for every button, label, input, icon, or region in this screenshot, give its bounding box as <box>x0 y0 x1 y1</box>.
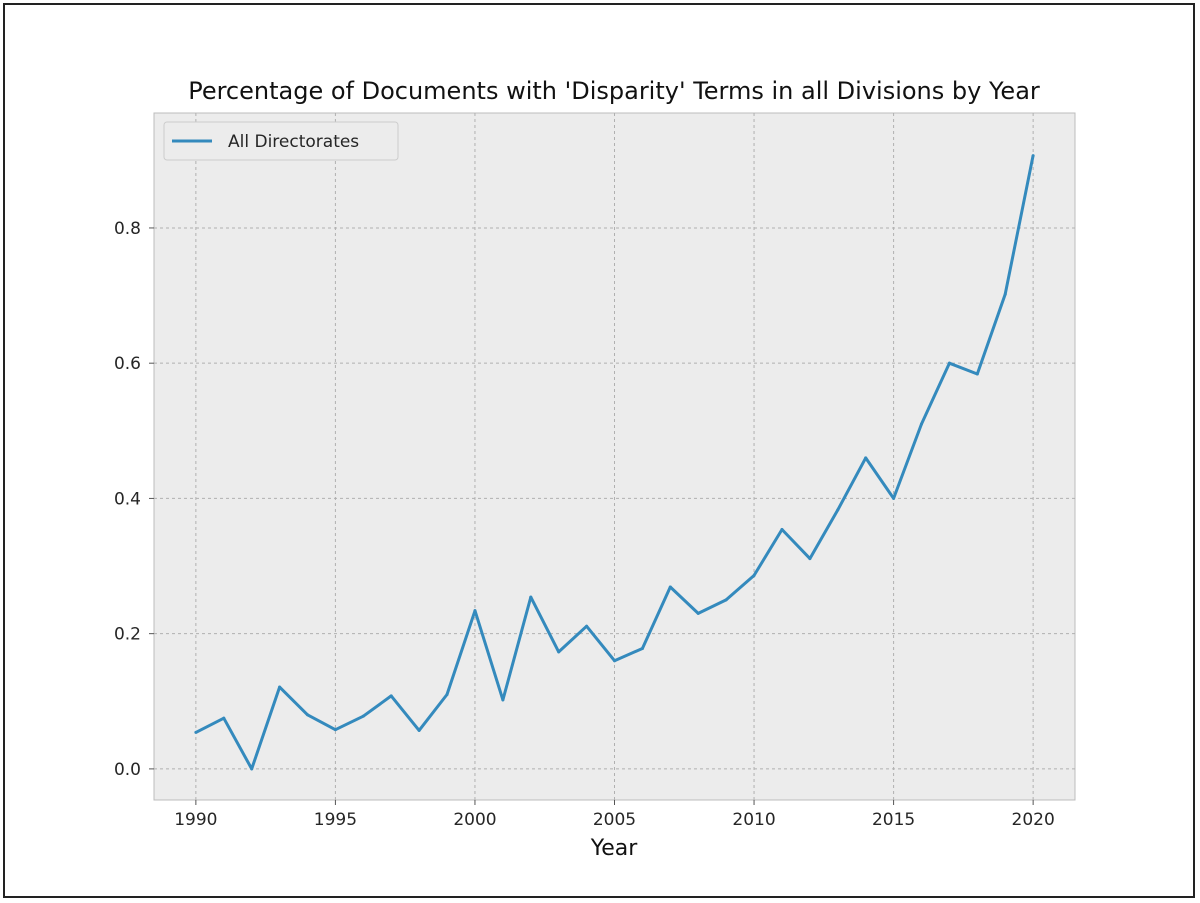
data-point <box>975 372 979 376</box>
series-layer <box>194 154 1035 771</box>
data-point <box>808 557 812 561</box>
data-point <box>445 693 449 697</box>
data-point <box>333 728 337 732</box>
data-point <box>780 528 784 532</box>
data-point <box>529 595 533 599</box>
data-point <box>1003 292 1007 296</box>
legend-box <box>163 121 399 161</box>
x-tick-label: 2010 <box>732 810 775 830</box>
data-point <box>417 728 421 732</box>
data-point <box>892 496 896 500</box>
data-point <box>557 650 561 654</box>
y-axis-ticks: 0.0 0.2 0.4 0.6 0.8 <box>114 219 154 780</box>
data-point <box>361 714 365 718</box>
x-tick-label: 2020 <box>1012 810 1055 830</box>
chart-title: Percentage of Documents with 'Disparity'… <box>188 77 1040 105</box>
data-point <box>613 659 616 663</box>
y-tick-label: 0.4 <box>114 489 141 509</box>
data-point <box>250 767 254 771</box>
y-tick-label: 0.2 <box>114 625 141 645</box>
data-point <box>640 647 644 651</box>
data-point <box>752 574 756 578</box>
legend-label: All Directorates <box>228 132 359 152</box>
legend: All Directorates <box>163 121 399 161</box>
data-point <box>278 685 282 689</box>
x-tick-label: 2000 <box>453 810 496 830</box>
data-point <box>836 508 840 512</box>
data-point <box>668 585 672 589</box>
data-point <box>501 698 505 702</box>
y-tick-label: 0.8 <box>114 219 141 239</box>
data-point <box>389 694 393 698</box>
x-tick-label: 1995 <box>314 810 357 830</box>
data-point <box>473 609 477 613</box>
data-point <box>194 730 198 734</box>
data-point <box>864 456 868 460</box>
data-point <box>222 716 226 720</box>
y-tick-label: 0.0 <box>114 760 141 780</box>
data-point <box>920 422 923 426</box>
x-axis-ticks: 1990 1995 2000 2005 2010 2015 2020 <box>174 800 1055 830</box>
x-axis-label: Year <box>590 836 639 861</box>
data-point <box>585 624 589 628</box>
y-tick-label: 0.6 <box>114 354 141 374</box>
x-tick-label: 2015 <box>872 810 915 830</box>
data-point <box>947 361 951 365</box>
data-point <box>724 598 728 602</box>
data-point <box>1031 154 1035 158</box>
x-tick-label: 2005 <box>593 810 636 830</box>
data-point <box>306 713 309 717</box>
data-point <box>696 611 700 615</box>
grid-lines <box>154 113 1075 800</box>
x-tick-label: 1990 <box>174 810 217 830</box>
